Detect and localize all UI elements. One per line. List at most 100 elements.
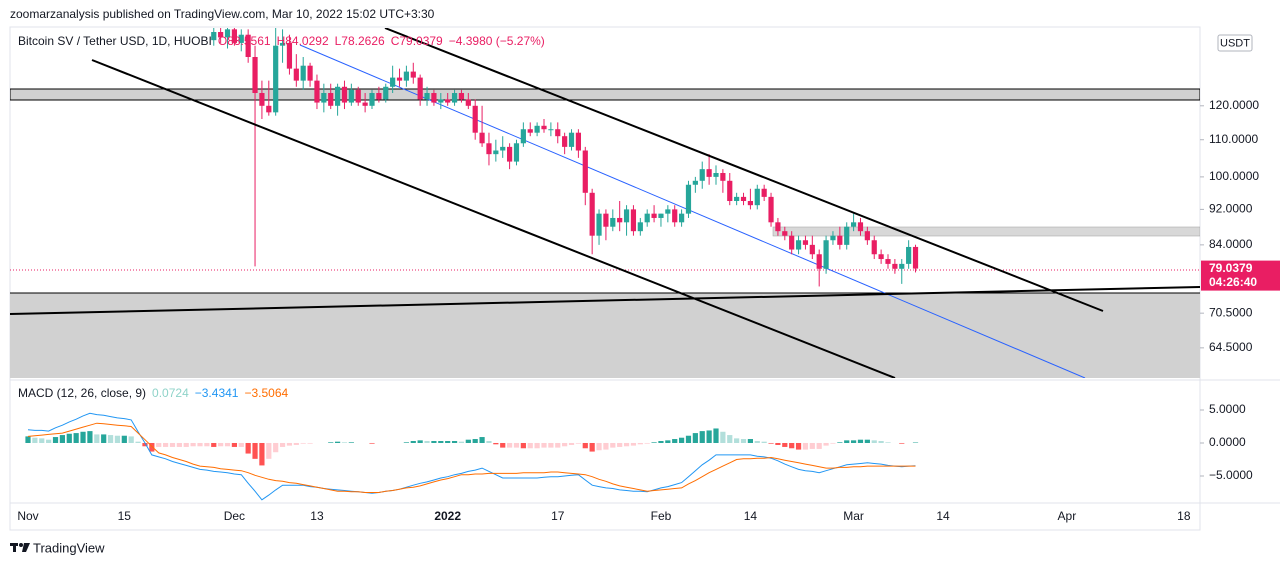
histogram-bar [630,442,637,446]
histogram-bar [211,442,217,447]
histogram-bar [39,438,45,443]
histogram-bar [197,442,203,447]
x-tick-label: Feb [651,509,672,523]
histogram-bar [851,440,857,443]
candle-body [906,246,912,264]
signal-last: −3.5064 [244,386,288,400]
candle-body [451,93,458,103]
x-tick-label: 13 [310,509,324,523]
candle-body [706,169,712,177]
macd-title: MACD (12, 26, close, 9) [18,386,146,400]
y-tick-label: 110.0000 [1209,132,1258,146]
candle-body [899,263,905,269]
candle-body [307,65,313,81]
histogram-bar [163,442,169,447]
histogram-bar [410,441,416,443]
candle-body [892,263,898,269]
candle-body [782,231,788,236]
histogram-bar [562,442,568,447]
candle-body [789,235,795,250]
histogram-bar [59,435,65,443]
candle-body [548,129,554,131]
candle-body [844,226,850,245]
candle-body [713,173,719,177]
x-tick-label: 17 [551,509,565,523]
y-tick-label: 100.0000 [1209,169,1259,183]
candle-body [830,235,836,241]
histogram-bar [555,442,561,448]
trend-lines [10,28,1200,378]
candle-body [754,188,760,206]
candle-body [438,99,444,103]
candle-body [417,77,423,100]
trend-line [299,44,1086,378]
histogram-bar [637,442,643,445]
candle-body [513,143,520,162]
candle-body [396,77,403,81]
histogram-bar [713,428,719,443]
candle-body [252,56,258,94]
histogram-bar [603,442,609,450]
candle-body [720,173,726,181]
candle-body [218,32,224,38]
histogram-last: 0.0724 [152,386,189,400]
candle-body [582,150,588,193]
candle-body [238,34,244,43]
histogram-bar [885,442,891,443]
ohlc-label: H84.0292 [277,34,329,48]
histogram-bar [823,442,829,446]
candle-body [644,213,650,223]
histogram-bar [479,437,485,443]
zone [10,88,1200,101]
candle-body [279,42,286,46]
candle-body [328,93,334,106]
histogram-bar [679,437,685,443]
histogram-bar [589,442,595,452]
histogram-bar [107,435,114,443]
currency-badge [1217,34,1253,52]
histogram-bar [424,441,430,443]
histogram-bar [472,439,478,443]
logo [10,543,30,552]
candle-body [699,169,705,181]
candle-body [472,105,478,133]
x-tick-label: Mar [843,509,864,523]
candle-body [878,254,884,260]
histogram-bar [156,442,162,447]
histogram-bar [754,441,760,443]
ohlc-label: L78.2626 [335,34,385,48]
candle-body [383,86,389,100]
candle-body [341,86,348,103]
histogram-bar [844,440,850,443]
histogram-bar [458,441,465,443]
candle-body [837,235,843,245]
histogram-bar [727,435,733,443]
y-tick-label: 84.0000 [1209,237,1253,251]
histogram-bar [238,442,244,447]
candle-body [486,143,492,155]
histogram-bar [307,442,313,444]
histogram-bar [135,441,141,443]
histogram-bar [32,437,38,443]
title: Bitcoin SV / Tether USD, 1D, HUOBI [18,34,212,48]
histogram-bar [80,431,86,443]
candle-body [617,217,623,223]
candle-body [541,125,547,130]
candle-body [458,93,465,100]
candle-body [507,146,513,162]
candle-body [672,209,678,223]
y-tick-label: 5.0000 [1209,402,1246,416]
histogram-bar [617,442,623,447]
candle-body [348,89,354,103]
histogram-bar [699,431,705,443]
histogram-bar [513,442,520,448]
histogram-bar [486,441,492,443]
histogram-bar [830,442,836,444]
histogram-bar [169,442,176,447]
x-tick-label: 2022 [434,509,461,523]
histogram-bar [534,442,540,449]
histogram-bar [782,442,788,447]
histogram-bar [142,442,148,447]
histogram-bar [596,442,602,451]
